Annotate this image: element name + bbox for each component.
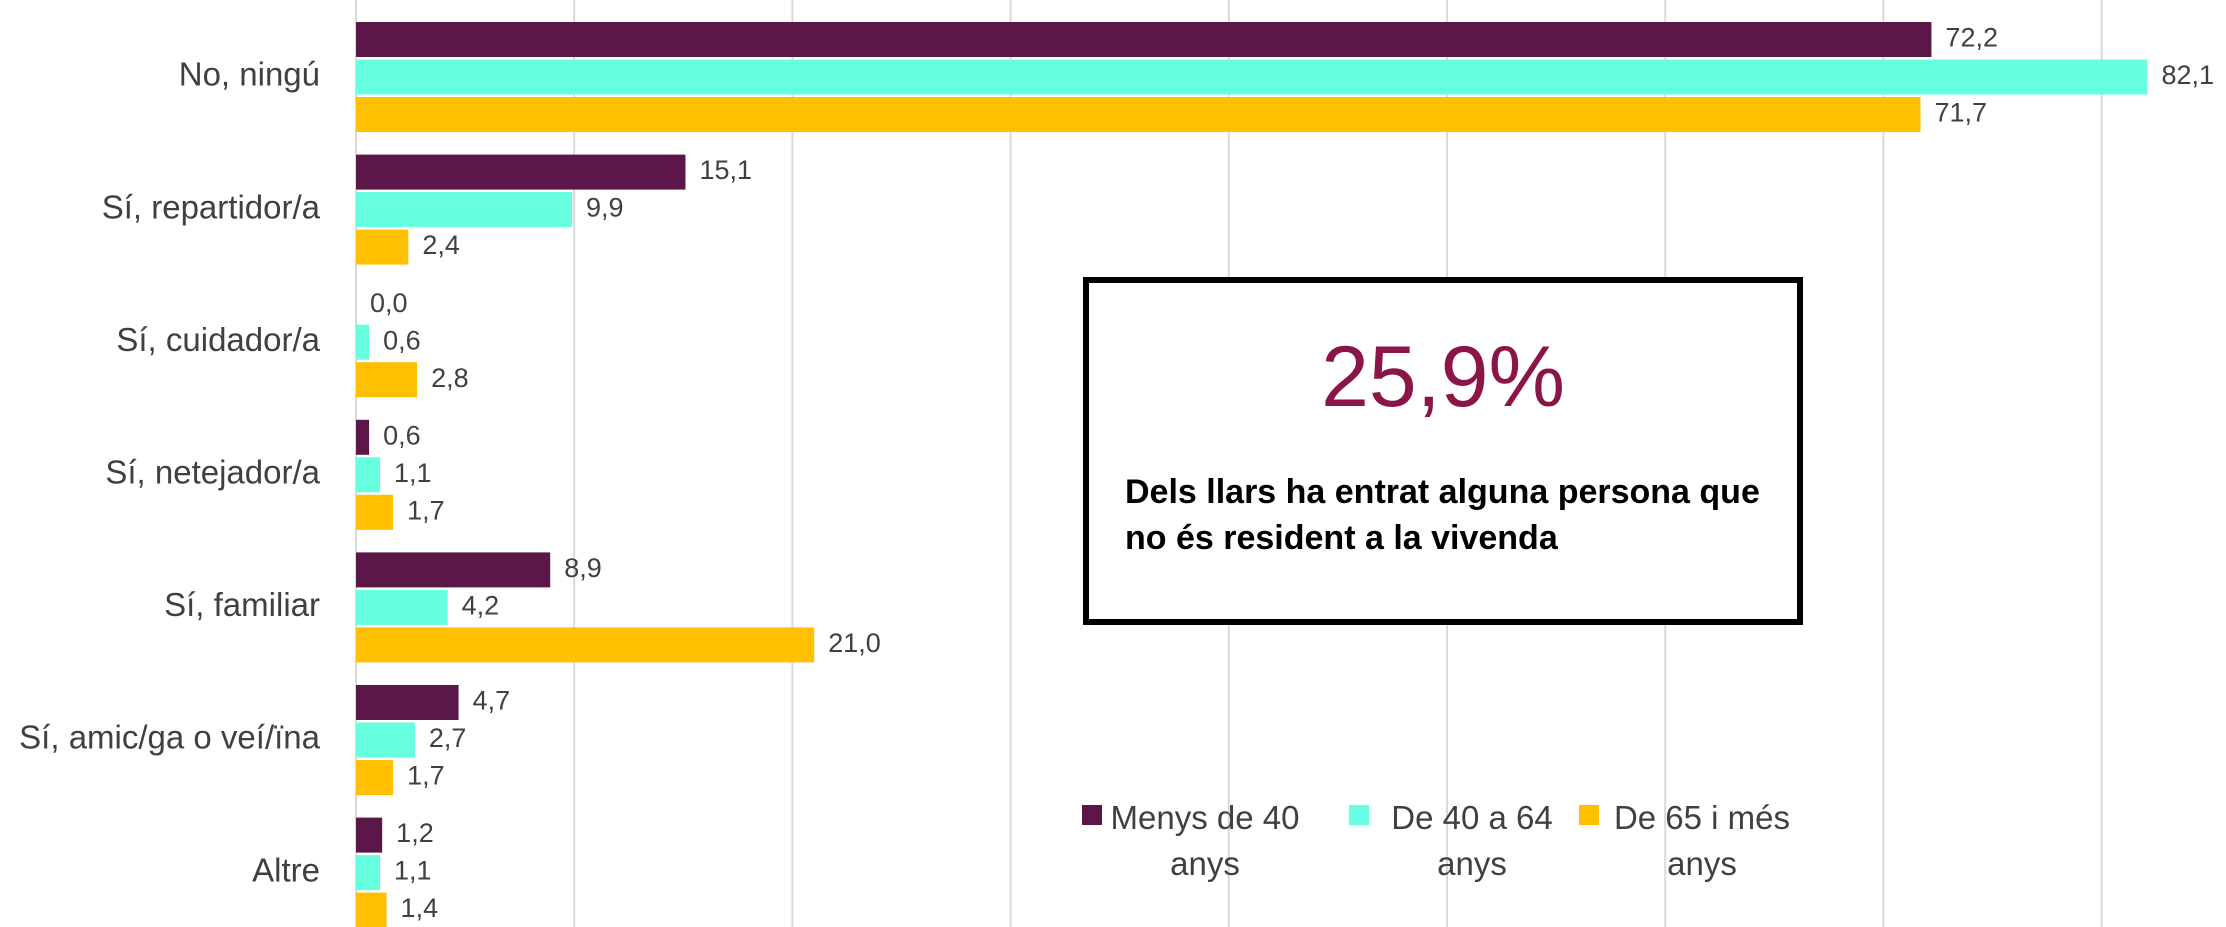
value-label: 1,7 bbox=[407, 761, 445, 791]
bar bbox=[356, 722, 415, 758]
bar bbox=[356, 97, 1921, 132]
bar bbox=[356, 324, 370, 360]
bar bbox=[356, 154, 686, 190]
value-label: 2,7 bbox=[429, 723, 467, 753]
value-label: 72,2 bbox=[1945, 23, 1998, 53]
legend-item: De 40 a 64 anys bbox=[1349, 795, 1567, 887]
bar bbox=[356, 419, 370, 455]
bar bbox=[356, 59, 2148, 95]
category-label: Sí, amic/ga o veí/ïna bbox=[19, 719, 320, 756]
bar bbox=[356, 229, 409, 265]
category-label: Sí, repartidor/a bbox=[102, 188, 321, 225]
category-label: Sí, familiar bbox=[164, 586, 320, 623]
legend-swatch bbox=[1082, 805, 1102, 825]
category-label: Sí, netejador/a bbox=[105, 454, 320, 491]
value-label: 4,7 bbox=[473, 686, 511, 716]
legend-label: Menys de 40 anys bbox=[1110, 799, 1300, 882]
bar bbox=[356, 457, 381, 493]
bar bbox=[356, 760, 394, 795]
annotation-box: 25,9% Dels llars ha entrat alguna person… bbox=[1083, 277, 1803, 625]
value-label: 15,1 bbox=[699, 155, 752, 185]
value-label: 0,0 bbox=[370, 288, 408, 318]
annotation-text: Dels llars ha entrat alguna persona que … bbox=[1125, 473, 1760, 557]
bar bbox=[356, 552, 551, 588]
value-label: 1,2 bbox=[396, 818, 434, 848]
bar bbox=[356, 817, 383, 853]
bar bbox=[356, 192, 573, 228]
legend-item: De 65 i més anys bbox=[1579, 795, 1797, 887]
value-label: 82,1 bbox=[2161, 60, 2214, 90]
legend-label: De 65 i més anys bbox=[1613, 799, 1791, 882]
value-label: 1,7 bbox=[407, 495, 445, 525]
bar bbox=[356, 494, 394, 530]
value-label: 0,6 bbox=[383, 420, 421, 450]
legend-swatch bbox=[1579, 805, 1599, 825]
legend-swatch bbox=[1349, 805, 1369, 825]
legend-item: Menys de 40 anys bbox=[1082, 795, 1300, 887]
value-label: 9,9 bbox=[586, 193, 624, 223]
value-label: 1,1 bbox=[394, 458, 432, 488]
value-label: 4,2 bbox=[462, 591, 500, 621]
value-label: 2,4 bbox=[422, 230, 460, 260]
value-label: 1,4 bbox=[401, 893, 439, 923]
category-label: Altre bbox=[252, 851, 320, 888]
value-label: 21,0 bbox=[828, 628, 881, 658]
bar bbox=[356, 685, 459, 720]
legend-label: De 40 a 64 anys bbox=[1391, 799, 1553, 882]
category-label: Sí, cuidador/a bbox=[116, 321, 320, 358]
category-label: No, ningú bbox=[179, 56, 320, 93]
value-label: 71,7 bbox=[1935, 98, 1988, 128]
value-label: 0,6 bbox=[383, 325, 421, 355]
bar bbox=[356, 362, 418, 398]
value-label: 2,8 bbox=[431, 363, 469, 393]
annotation-title: 25,9% bbox=[1321, 329, 1565, 425]
value-label: 1,1 bbox=[394, 856, 432, 886]
bar bbox=[356, 855, 381, 891]
bar bbox=[356, 892, 387, 927]
bar bbox=[356, 22, 1932, 57]
bar bbox=[356, 627, 815, 663]
bar bbox=[356, 589, 448, 625]
value-label: 8,9 bbox=[564, 553, 602, 583]
